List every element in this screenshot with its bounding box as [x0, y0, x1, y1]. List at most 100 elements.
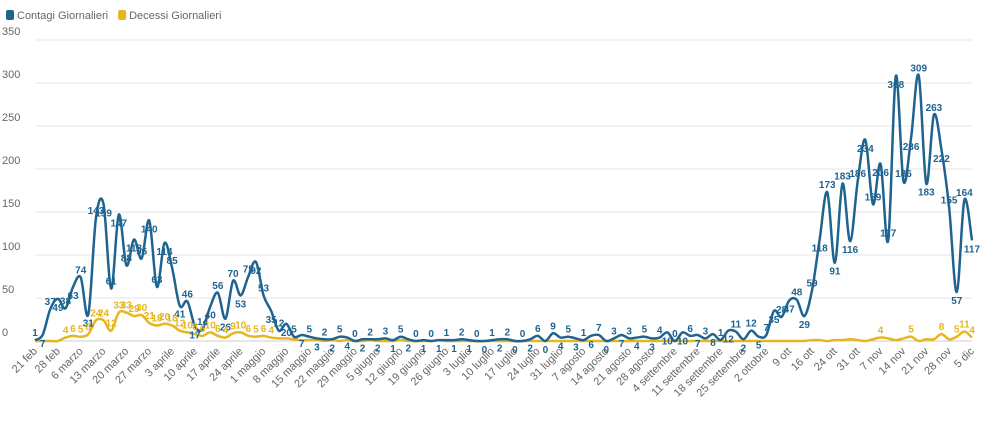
data-label: 0 — [474, 329, 480, 340]
data-label: 12 — [723, 335, 735, 346]
data-label: 263 — [926, 103, 943, 114]
data-label: 1 — [489, 328, 495, 339]
data-label: 5 — [908, 325, 914, 336]
data-label: 2 — [459, 327, 465, 338]
data-label: 10 — [182, 320, 194, 331]
data-label: 70 — [228, 269, 240, 280]
data-label: 8 — [710, 338, 716, 349]
data-label: 1 — [451, 344, 457, 355]
data-label: 6 — [535, 324, 541, 335]
data-label: 6 — [687, 324, 693, 335]
data-label: 1 — [421, 344, 427, 355]
data-label: 1 — [390, 344, 396, 355]
data-label: 48 — [791, 288, 803, 299]
data-label: 6 — [70, 324, 76, 335]
y-tick-label: 50 — [2, 284, 14, 296]
data-label: 5 — [253, 325, 259, 336]
data-label: 11 — [959, 320, 970, 331]
data-label: 4 — [657, 326, 663, 337]
data-label: 26 — [220, 323, 232, 334]
data-label: 92 — [250, 266, 262, 277]
data-label: 118 — [126, 244, 143, 255]
data-label: 7 — [764, 323, 770, 334]
data-label: 10 — [662, 336, 674, 347]
data-label: 5 — [565, 325, 571, 336]
data-label: 11 — [731, 320, 742, 331]
data-label: 8 — [192, 322, 198, 333]
data-label: 61 — [106, 277, 118, 288]
data-label: 63 — [151, 275, 163, 286]
data-label: 1 — [718, 328, 724, 339]
data-label: 38 — [60, 296, 72, 307]
data-label: 116 — [842, 245, 859, 256]
data-label: 35 — [266, 315, 278, 326]
data-label: 186 — [895, 169, 912, 180]
data-label: 63 — [68, 291, 80, 302]
data-label: 75 — [243, 265, 255, 276]
data-label: 3 — [314, 342, 320, 353]
data-label: 0 — [352, 329, 358, 340]
data-label: 1 — [32, 328, 38, 339]
data-label: 5 — [398, 325, 404, 336]
data-label: 47 — [784, 305, 796, 316]
y-tick-label: 300 — [2, 69, 20, 81]
data-label: 7 — [299, 339, 305, 350]
data-label: 14 — [197, 317, 209, 328]
data-label: 12 — [174, 319, 186, 330]
data-label: 0 — [428, 329, 434, 340]
data-label: 85 — [167, 256, 179, 267]
x-tick-label: 5 dic — [952, 345, 977, 370]
data-label: 29 — [128, 304, 140, 315]
data-label: 8 — [939, 322, 945, 333]
data-label: 10 — [235, 320, 247, 331]
data-label: 183 — [834, 172, 851, 183]
data-label: 206 — [872, 168, 889, 179]
y-tick-label: 250 — [2, 112, 20, 124]
data-label: 33 — [113, 301, 125, 312]
data-label: 4 — [558, 342, 564, 353]
data-label: 21 — [144, 311, 156, 322]
data-label: 1 — [581, 328, 587, 339]
data-label: 12 — [746, 319, 758, 330]
data-label: 234 — [857, 144, 874, 155]
data-label: 5 — [78, 325, 84, 336]
data-label: 2 — [322, 327, 328, 338]
data-label: 74 — [75, 265, 87, 276]
data-label: 17 — [189, 330, 201, 341]
data-label: 37 — [45, 297, 57, 308]
data-label: 1 — [466, 344, 472, 355]
data-label: 4 — [268, 326, 274, 337]
data-label: 5 — [337, 325, 343, 336]
data-label: 2 — [497, 343, 503, 354]
data-label: 1 — [436, 344, 442, 355]
data-label: 5 — [954, 325, 960, 336]
data-label: 3 — [383, 326, 389, 337]
y-tick-label: 150 — [2, 198, 20, 210]
data-label: 57 — [951, 296, 963, 307]
data-label: 183 — [918, 188, 935, 199]
data-label: 4 — [63, 326, 69, 337]
data-label: 0 — [604, 345, 610, 356]
data-label: 41 — [174, 310, 186, 321]
data-label: 10 — [205, 320, 217, 331]
data-label: 159 — [95, 208, 112, 219]
data-label: 147 — [110, 219, 127, 230]
data-label: 30 — [136, 303, 148, 314]
data-label: 24 — [90, 308, 102, 319]
data-label: 3 — [703, 326, 709, 337]
data-label: 2 — [360, 343, 366, 354]
data-label: 1 — [444, 328, 450, 339]
data-label: 53 — [235, 299, 247, 310]
data-label: 46 — [182, 289, 194, 300]
data-label: 4 — [223, 326, 229, 337]
data-label: 24 — [98, 308, 110, 319]
data-label: 2 — [405, 343, 411, 354]
legend-swatch — [6, 10, 14, 20]
data-label: 140 — [141, 225, 158, 236]
data-label: 6 — [215, 324, 221, 335]
data-label: 6 — [588, 340, 594, 351]
data-label: 7 — [619, 339, 625, 350]
data-label: 3 — [649, 342, 655, 353]
data-label: 59 — [806, 278, 818, 289]
